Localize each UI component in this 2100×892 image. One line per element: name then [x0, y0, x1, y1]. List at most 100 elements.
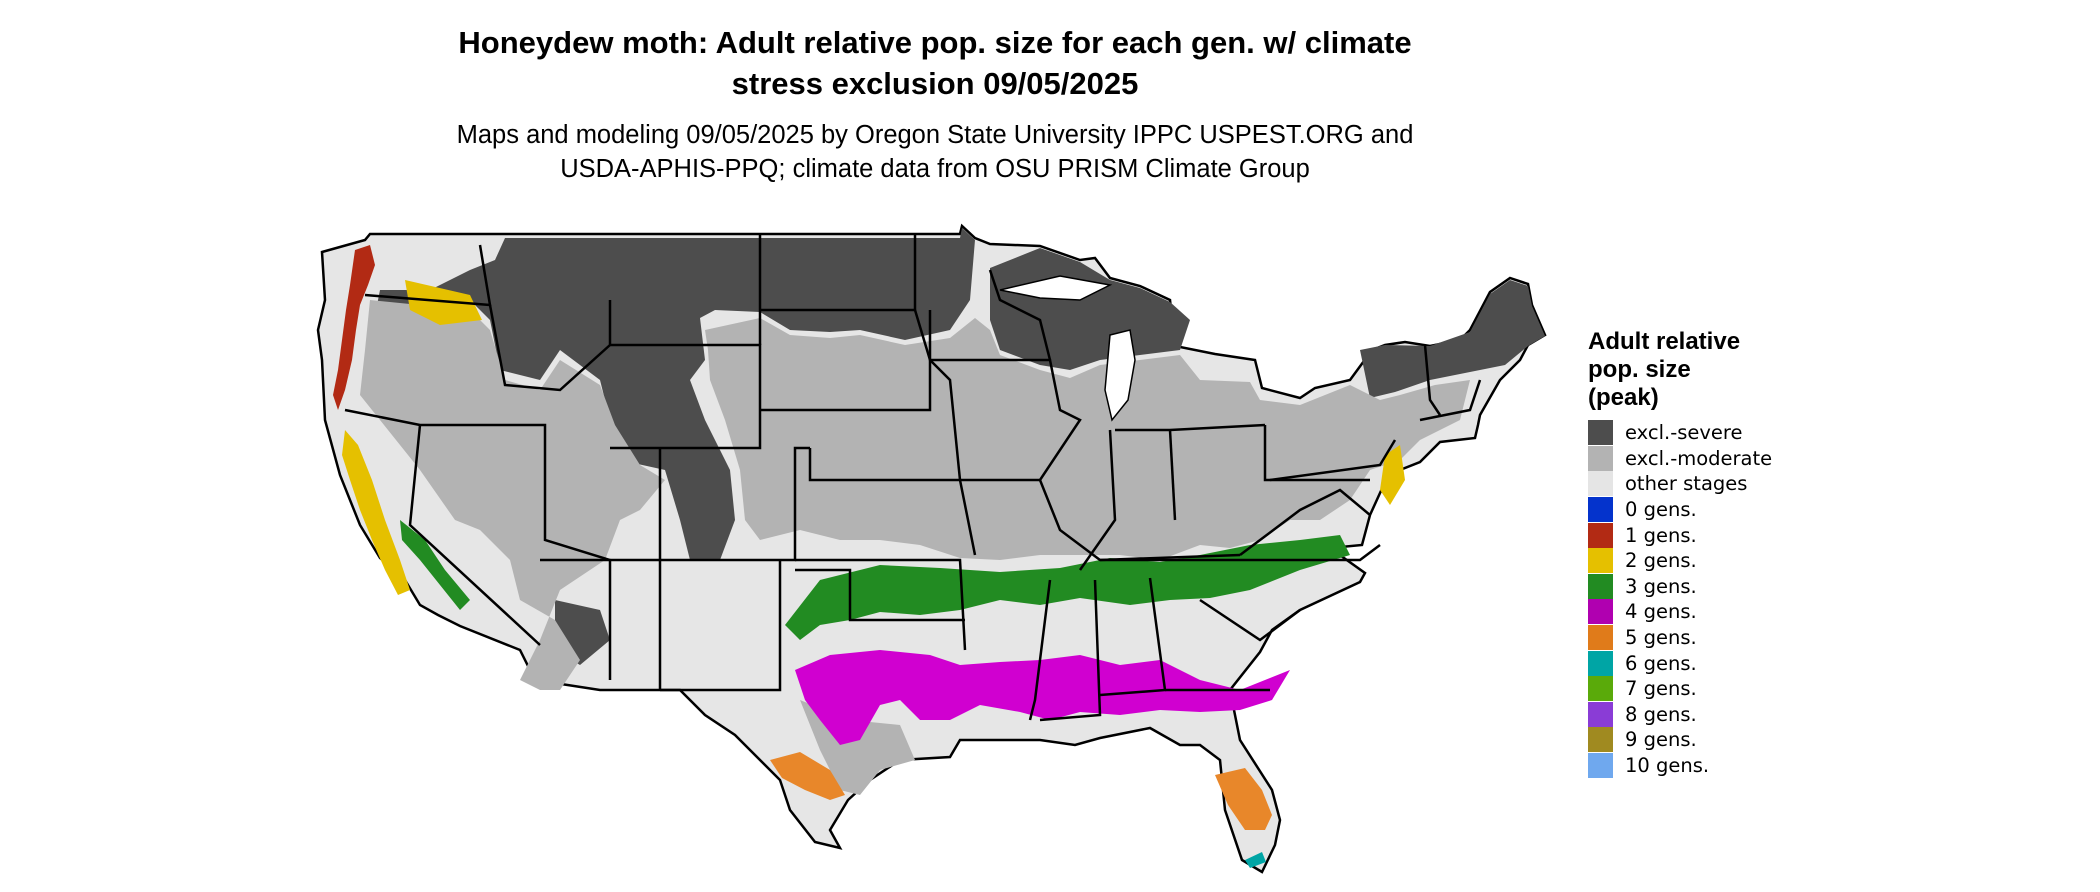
legend-swatch: [1588, 625, 1613, 651]
state-border: [1263, 425, 1370, 482]
legend-swatch: [1588, 753, 1613, 779]
map-title: Honeydew moth: Adult relative pop. size …: [300, 22, 1570, 104]
moderate-area-plains: [705, 318, 1470, 560]
state-border: [610, 343, 762, 450]
gen-4-areas: [795, 650, 1290, 745]
legend-item: 10 gens.: [1588, 753, 1818, 779]
legend-item: 1 gens.: [1588, 522, 1818, 548]
legend-swatch: [1588, 522, 1613, 548]
state-border: [1168, 429, 1177, 521]
legend-title-line: pop. size: [1588, 356, 1691, 383]
state-border: [1028, 579, 1052, 721]
legend-label: excl.-severe: [1625, 421, 1743, 445]
legend-label: 1 gens.: [1625, 523, 1697, 547]
legend-label: excl.-moderate: [1625, 446, 1773, 470]
legend-label: 0 gens.: [1625, 498, 1697, 522]
state-border: [540, 558, 662, 690]
state-border: [1199, 598, 1301, 642]
state-border: [660, 560, 782, 692]
state-border: [1423, 344, 1442, 416]
legend-label: 2 gens.: [1625, 549, 1697, 573]
legend-item: 6 gens.: [1588, 650, 1818, 676]
legend-title-line: Adult relative: [1588, 328, 1741, 355]
legend-item: 4 gens.: [1588, 599, 1818, 625]
state-border: [760, 310, 932, 412]
state-border: [795, 568, 965, 622]
legend-item: 8 gens.: [1588, 701, 1818, 728]
state-border: [488, 300, 612, 392]
gen-1-area-coast: [333, 245, 375, 410]
state-border: [988, 269, 1052, 361]
legend-swatch: [1588, 471, 1613, 497]
severe-area-new-england: [1360, 280, 1545, 398]
gen-5-area-florida: [1215, 768, 1272, 830]
legend-swatch: [1588, 727, 1613, 753]
map-title-line: stress exclusion 09/05/2025: [731, 66, 1139, 101]
legend-title-line: (peak): [1588, 384, 1659, 411]
legend-label: 9 gens.: [1625, 728, 1697, 752]
map-subtitle: Maps and modeling 09/05/2025 by Oregon S…: [300, 118, 1570, 186]
legend-swatch: [1588, 445, 1613, 471]
legend-swatch: [1588, 420, 1613, 446]
legend-title: Adult relative pop. size (peak): [1588, 328, 1818, 412]
legend-label: other stages: [1625, 472, 1748, 496]
lake-superior: [999, 275, 1113, 301]
legend-item: excl.-moderate: [1588, 445, 1818, 472]
gen-1-areas: [333, 245, 375, 410]
map-subtitle-line: USDA-APHIS-PPQ; climate data from OSU PR…: [560, 155, 1310, 183]
legend-item: excl.-severe: [1588, 420, 1818, 446]
gen-4-area-gulf: [795, 650, 1290, 745]
legend-item: 0 gens.: [1588, 497, 1818, 523]
state-border: [408, 424, 541, 646]
legend-item: 2 gens.: [1588, 548, 1818, 574]
legend-label: 7 gens.: [1625, 677, 1697, 701]
state-border: [1038, 479, 1241, 562]
state-border: [913, 309, 962, 481]
state-border: [1239, 488, 1371, 556]
map-title-line: Honeydew moth: Adult relative pop. size …: [458, 25, 1412, 60]
legend-list: excl.-severe excl.-moderate other stages 0 …: [1588, 420, 1818, 779]
map-subtitle-line: Maps and modeling 09/05/2025 by Oregon S…: [456, 121, 1414, 149]
legend-swatch: [1588, 650, 1613, 676]
gen-6-areas: [1245, 852, 1266, 868]
state-border: [1039, 579, 1102, 722]
moderate-area-great-basin: [360, 300, 665, 690]
state-border: [344, 408, 612, 680]
state-borders: [344, 234, 1482, 722]
state-border: [1100, 544, 1381, 562]
legend-swatch: [1588, 548, 1613, 574]
legend-swatch: [1588, 701, 1613, 727]
gen-5-area-texas: [770, 752, 845, 800]
legend-swatch: [1588, 497, 1613, 523]
legend-item: 9 gens.: [1588, 727, 1818, 753]
state-border: [1078, 429, 1117, 571]
legend-label: 8 gens.: [1625, 702, 1697, 726]
gen-6-area-keys: [1245, 852, 1266, 868]
legend: Adult relative pop. size (peak) excl.-se…: [1588, 328, 1818, 779]
state-border: [808, 448, 977, 556]
gen-2-area-ca: [342, 430, 410, 595]
legend-label: 5 gens.: [1625, 626, 1697, 650]
legend-label: 10 gens.: [1625, 754, 1710, 778]
state-border: [1115, 423, 1266, 432]
legend-item: 7 gens.: [1588, 676, 1818, 702]
severe-area-upper-midwest: [990, 248, 1190, 370]
state-border: [930, 358, 1082, 482]
legend-swatch: [1588, 599, 1613, 625]
legend-item: 3 gens.: [1588, 573, 1818, 600]
legend-swatch: [1588, 573, 1613, 599]
state-border: [1419, 379, 1482, 422]
state-border: [1269, 439, 1397, 482]
legend-swatch: [1588, 676, 1613, 702]
gen-3-area-ca-valley: [400, 520, 470, 610]
legend-label: 3 gens.: [1625, 574, 1697, 598]
legend-label: 4 gens.: [1625, 600, 1697, 624]
gen-5-areas: [770, 752, 1272, 830]
lake-michigan: [1104, 329, 1136, 422]
great-lakes: [999, 275, 1136, 422]
legend-item: 5 gens.: [1588, 625, 1818, 651]
legend-label: 6 gens.: [1625, 651, 1697, 675]
legend-item: other stages: [1588, 471, 1818, 497]
gen-2-area-nj: [1380, 445, 1405, 505]
